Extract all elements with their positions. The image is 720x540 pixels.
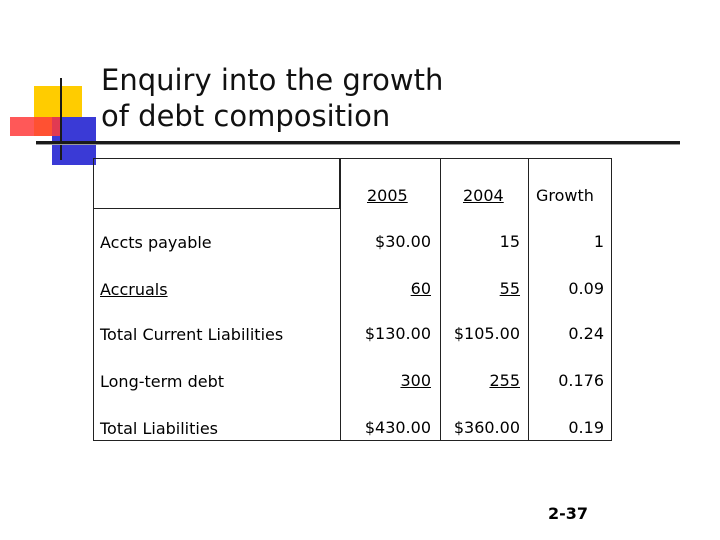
column-divider-2005 [440, 158, 441, 441]
cell-long-term-debt-growth: 0.176 [558, 371, 604, 390]
slide-title-line-1: Enquiry into the growth [101, 63, 444, 97]
column-divider-2004 [528, 158, 529, 441]
cell-accruals-2004: 55 [499, 279, 520, 298]
cell-total-liabilities-2004: $360.00 [453, 418, 520, 437]
cell-total-current-liabilities-2005: $130.00 [364, 324, 431, 343]
cell-total-current-liabilities-2004: $105.00 [453, 324, 520, 343]
cell-accruals-2005: 60 [410, 279, 431, 298]
slide-title-line-2: of debt composition [101, 99, 391, 133]
cell-long-term-debt-2004: 255 [489, 371, 520, 390]
title-underline-shadow [36, 144, 680, 145]
table-header-label-cell [93, 158, 340, 209]
cell-total-liabilities-2005: $430.00 [364, 418, 431, 437]
cell-accts-payable-growth: 1 [593, 232, 604, 251]
title-underline [36, 141, 680, 144]
row-label-accruals: Accruals [100, 280, 168, 299]
decor-red-bar [10, 117, 62, 136]
row-label-long-term-debt: Long-term debt [100, 372, 225, 391]
header-2004: 2004 [463, 186, 504, 205]
cell-total-current-liabilities-growth: 0.24 [568, 324, 604, 343]
cell-accts-payable-2005: $30.00 [375, 232, 431, 251]
cell-total-liabilities-growth: 0.19 [568, 418, 604, 437]
cell-accts-payable-2004: 15 [499, 232, 520, 251]
table-values-frame [340, 158, 612, 441]
slide-number: 2-37 [548, 504, 589, 523]
cell-long-term-debt-2005: 300 [400, 371, 431, 390]
header-growth: Growth [536, 186, 594, 205]
decor-vertical-line [60, 78, 62, 160]
row-label-accts-payable: Accts payable [100, 233, 212, 252]
row-label-total-liabilities: Total Liabilities [100, 419, 219, 438]
row-label-total-current-liabilities: Total Current Liabilities [100, 325, 284, 344]
header-2005: 2005 [367, 186, 408, 205]
cell-accruals-growth: 0.09 [568, 279, 604, 298]
slide-title: Enquiry into the growth of debt composit… [101, 62, 661, 134]
